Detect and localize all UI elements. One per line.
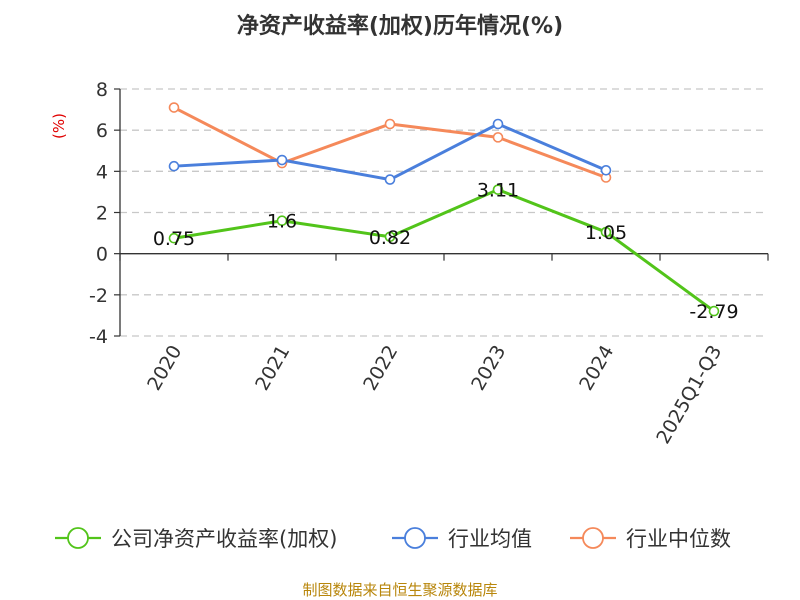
x-tick-label: 2025Q1-Q3	[652, 342, 726, 448]
legend-label: 公司净资产收益率(加权)	[111, 527, 337, 551]
series-point	[600, 226, 612, 238]
y-tick-label: 6	[96, 120, 108, 142]
x-tick-label: 2021	[251, 342, 294, 395]
x-tick-label: 2022	[359, 342, 402, 395]
series-point	[492, 132, 504, 143]
series-point	[168, 102, 180, 113]
y-axis-label: (%)	[50, 113, 68, 139]
x-ticks: 2020 2021 2022 2023 2024 2025Q1-Q3	[143, 342, 726, 448]
legend-marker	[404, 527, 426, 549]
series-point	[276, 154, 288, 166]
series-point	[600, 165, 612, 176]
y-tick-label: 8	[96, 79, 108, 101]
series-group	[168, 102, 720, 317]
data-labels: 0.75 1.6 0.82 3.11 1.05 -2.79	[153, 180, 739, 323]
data-label: 3.11	[477, 180, 519, 202]
legend-label: 行业均值	[448, 527, 532, 551]
series-point	[168, 232, 180, 244]
y-tick-label: 2	[96, 203, 108, 225]
data-label: -2.79	[689, 301, 738, 323]
series-line	[173, 188, 715, 313]
series-point	[384, 231, 396, 243]
data-label: 0.75	[153, 228, 195, 250]
data-label: 1.6	[267, 211, 297, 233]
x-tick-label: 2023	[467, 342, 510, 395]
legend-label: 行业中位数	[626, 527, 731, 551]
series-point	[708, 305, 720, 317]
source-note: 制图数据来自恒生聚源数据库	[302, 581, 497, 599]
legend: 公司净资产收益率(加权) 行业均值 行业中位数	[55, 527, 731, 551]
legend-marker	[67, 527, 89, 549]
legend-marker	[582, 527, 604, 549]
y-tick-label: -2	[89, 285, 108, 307]
series-point	[492, 184, 504, 195]
series-point	[384, 174, 396, 185]
series-point	[384, 118, 396, 130]
y-tick-label: 4	[96, 161, 108, 183]
chart-title: 净资产收益率(加权)历年情况(%)	[237, 13, 563, 39]
x-tick-label: 2024	[575, 342, 618, 395]
axes	[114, 88, 769, 337]
y-tick-label: -4	[89, 326, 108, 348]
series-point	[168, 160, 180, 172]
series-point	[492, 118, 504, 130]
x-tick-label: 2020	[143, 342, 186, 395]
y-ticks: -4 -2 0 2 4 6 8	[89, 79, 108, 348]
data-label: 0.82	[369, 227, 411, 249]
data-label: 1.05	[585, 222, 627, 244]
y-tick-label: 0	[96, 244, 108, 266]
series-point	[276, 215, 288, 227]
